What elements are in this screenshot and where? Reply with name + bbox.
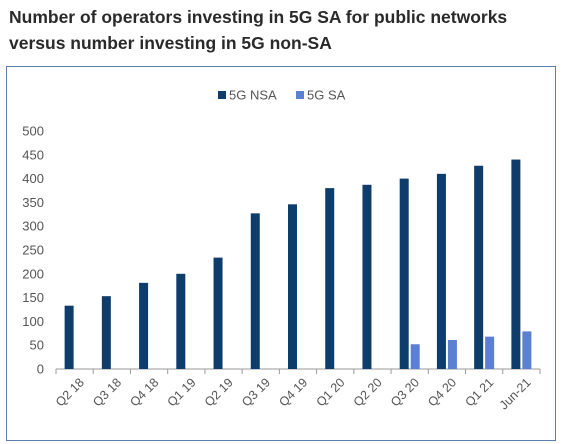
bar-5g-nsa <box>64 305 74 369</box>
bar-5g-nsa <box>139 282 149 369</box>
x-category-label: Q3 20 <box>388 375 422 409</box>
bar-5g-nsa <box>511 159 521 369</box>
bar-5g-sa <box>485 336 495 369</box>
x-category-label: Q3 18 <box>90 375 124 409</box>
y-tick-label: 300 <box>22 219 44 234</box>
bar-5g-nsa <box>176 273 186 369</box>
bar-5g-sa <box>410 344 420 369</box>
y-tick-label: 150 <box>22 290 44 305</box>
y-tick-label: 450 <box>22 147 44 162</box>
bar-5g-nsa <box>250 213 260 369</box>
bar-5g-sa <box>447 339 457 369</box>
x-category-label: Q4 20 <box>425 375 459 409</box>
x-category-label: Jun-21 <box>497 375 534 412</box>
bar-5g-nsa <box>436 173 446 369</box>
y-tick-label: 0 <box>37 362 44 377</box>
y-tick-label: 100 <box>22 314 44 329</box>
y-tick-label: 200 <box>22 266 44 281</box>
x-category-label: Q4 19 <box>276 375 310 409</box>
legend-swatch-5g-nsa <box>218 91 226 99</box>
x-category-label: Q1 21 <box>462 375 496 409</box>
legend-label-5g-sa: 5G SA <box>307 88 346 103</box>
bar-5g-sa <box>522 331 532 369</box>
y-tick-label: 50 <box>30 338 44 353</box>
x-category-label: Q3 19 <box>239 375 273 409</box>
bar-5g-nsa <box>474 165 484 369</box>
bar-5g-nsa <box>288 204 297 369</box>
y-tick-label: 250 <box>22 243 44 258</box>
chart-title-line-2: versus number investing in 5G non-SA <box>9 33 332 53</box>
y-tick-label: 500 <box>22 124 44 139</box>
x-category-label: Q4 18 <box>127 375 161 409</box>
chart-frame <box>6 66 556 441</box>
bar-5g-nsa <box>213 257 223 369</box>
y-tick-label: 400 <box>22 171 44 186</box>
legend-swatch-5g-sa <box>296 91 304 99</box>
x-category-label: Q1 20 <box>314 375 348 409</box>
chart-title-line-1: Number of operators investing in 5G SA f… <box>9 7 508 27</box>
x-category-label: Q2 20 <box>351 375 385 409</box>
bar-5g-nsa <box>101 296 111 369</box>
bar-5g-nsa <box>325 188 335 369</box>
legend-label-5g-nsa: 5G NSA <box>229 88 277 103</box>
chart-title: Number of operators investing in 5G SA f… <box>9 4 557 56</box>
bar-5g-nsa <box>362 184 372 369</box>
x-category-label: Q2 18 <box>53 375 87 409</box>
y-tick-label: 350 <box>22 195 44 210</box>
bar-5g-nsa <box>399 178 409 369</box>
x-category-label: Q1 19 <box>165 375 199 409</box>
x-category-label: Q2 19 <box>202 375 236 409</box>
